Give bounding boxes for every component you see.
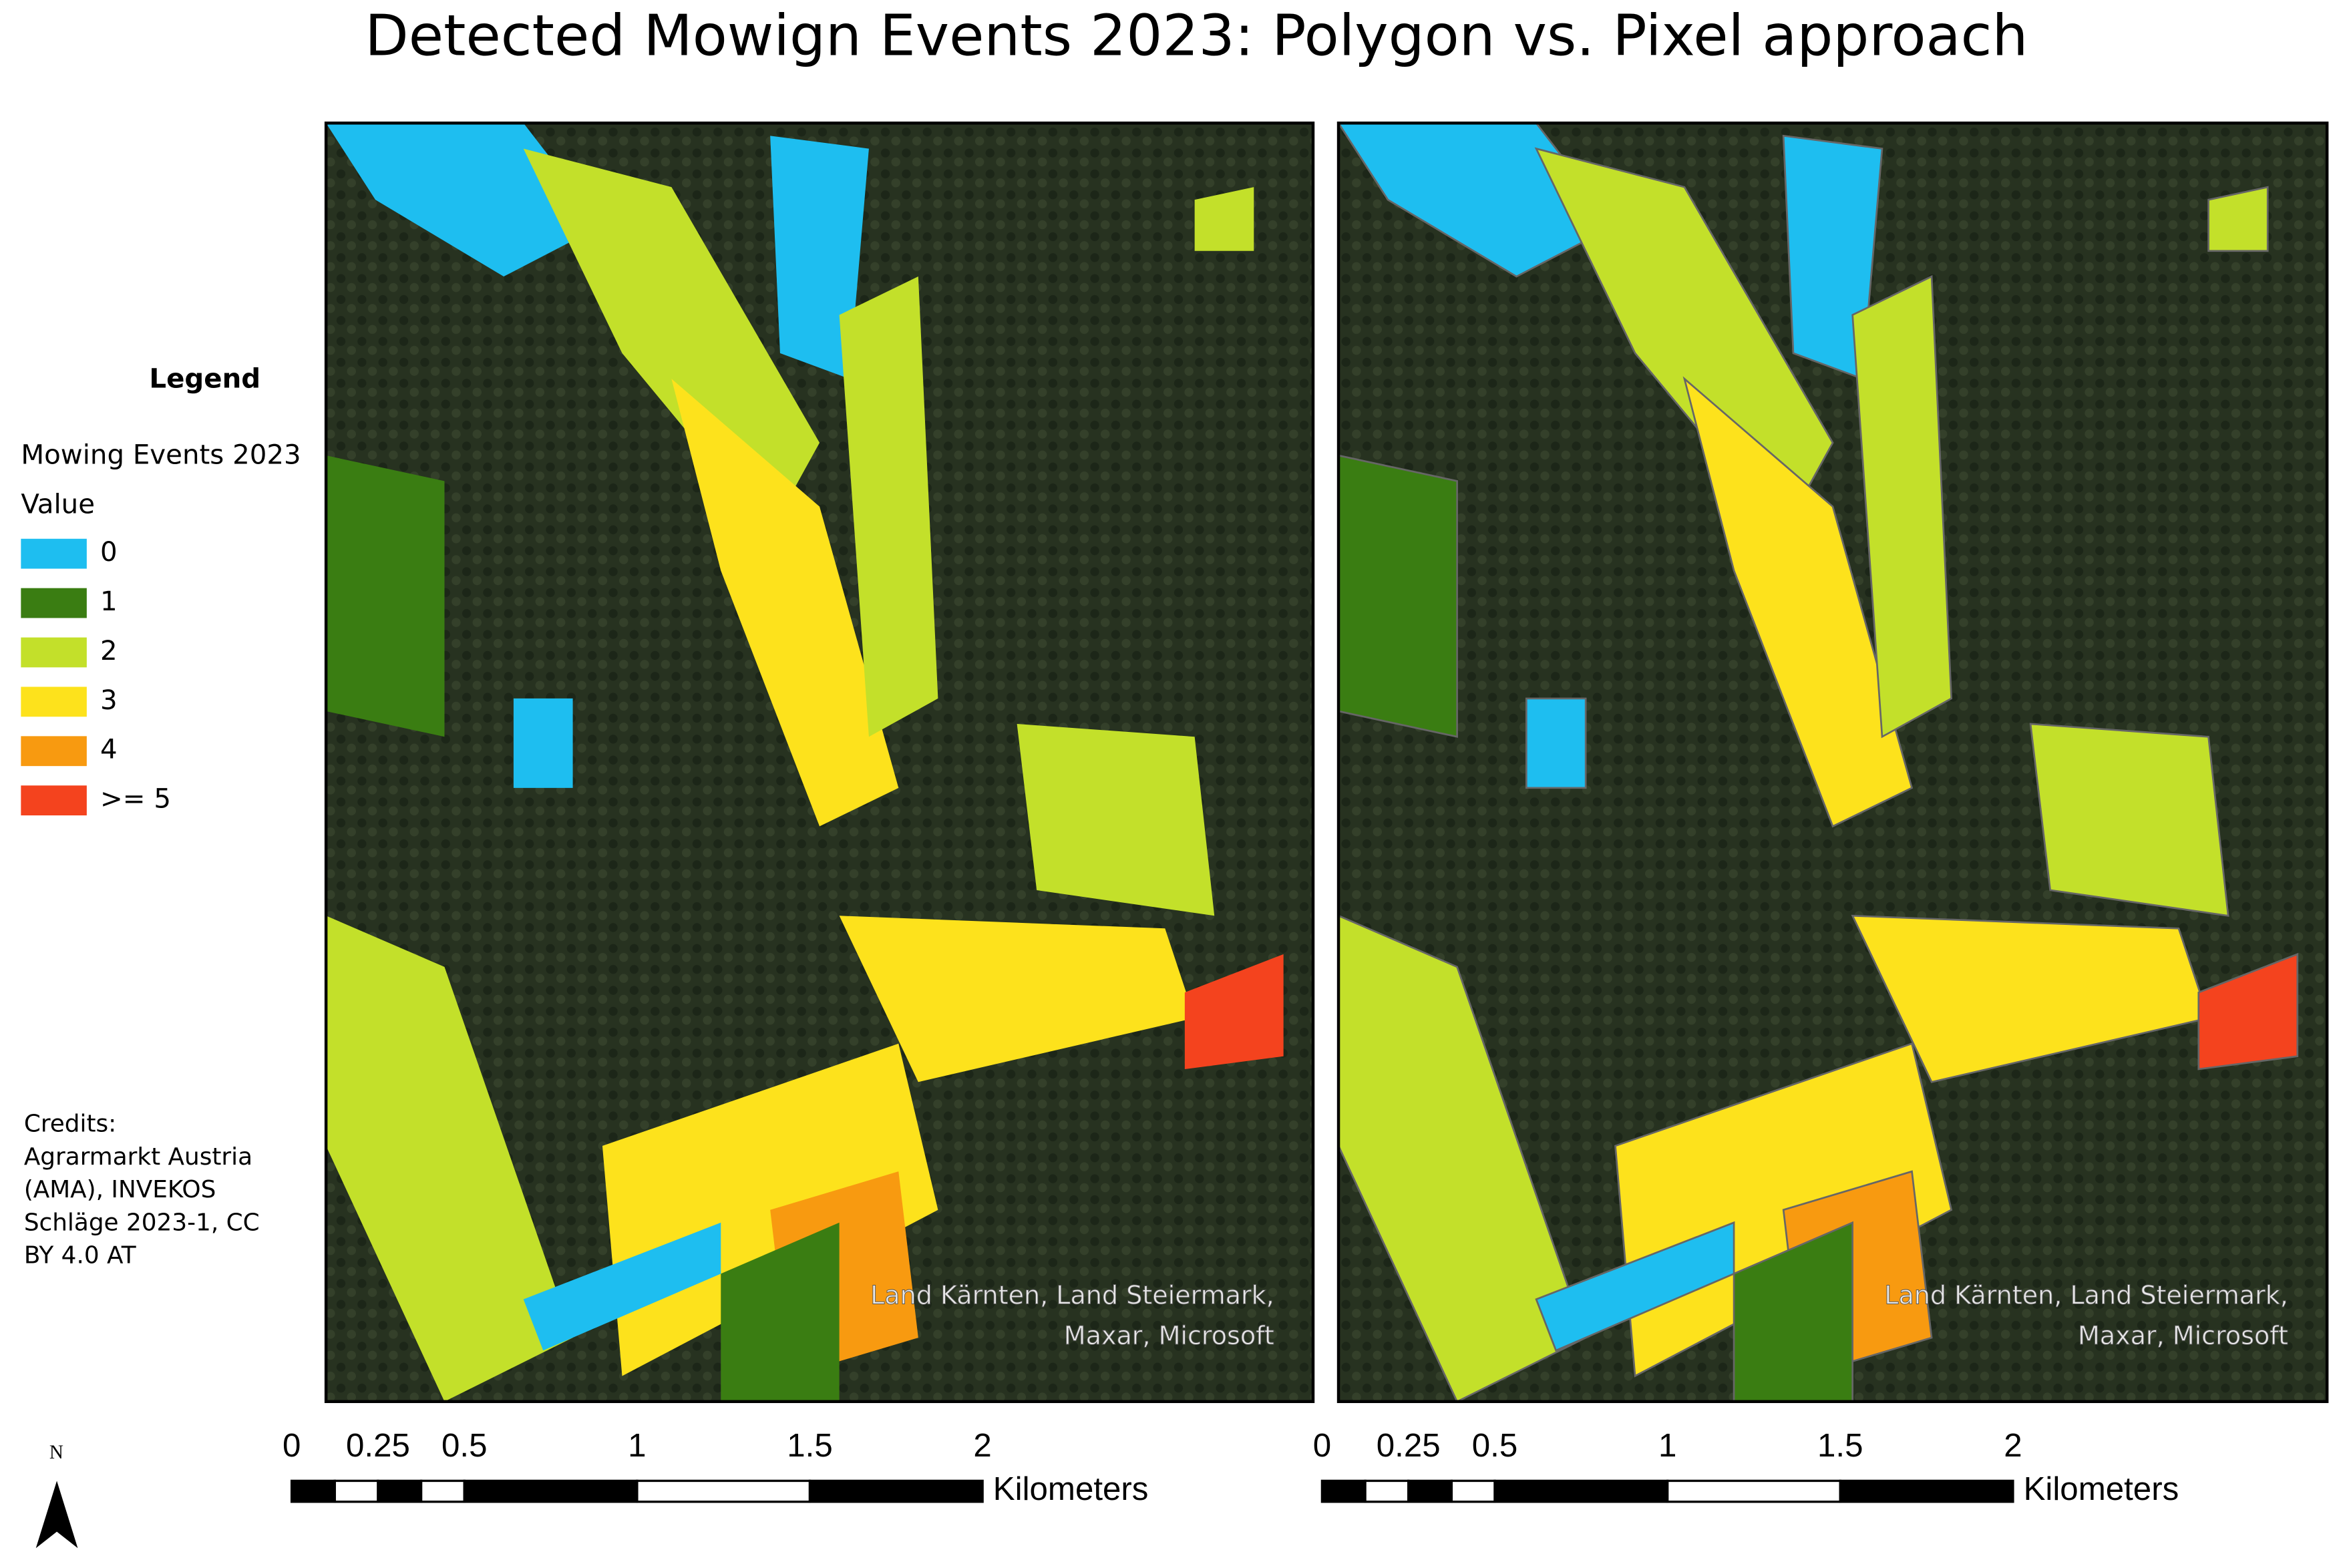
field bbox=[1017, 723, 1215, 916]
scale-unit: Kilometers bbox=[993, 1471, 1149, 1507]
attribution: Land Kärnten, Land Steiermark, bbox=[870, 1281, 1274, 1310]
field bbox=[1525, 697, 1587, 789]
scale-segment bbox=[1666, 1479, 1841, 1503]
scale-label: 2 bbox=[973, 1427, 991, 1464]
field bbox=[326, 916, 573, 1402]
scale-label: 1.5 bbox=[787, 1427, 832, 1464]
scale-label: 1 bbox=[1658, 1427, 1676, 1464]
scale-segment bbox=[808, 1479, 984, 1503]
legend-layer: Mowing Events 2023 bbox=[21, 439, 301, 471]
scale-label: 0.5 bbox=[1472, 1427, 1517, 1464]
legend-field: Value bbox=[21, 489, 95, 520]
scale-label: 0.5 bbox=[441, 1427, 487, 1464]
legend-swatch bbox=[21, 687, 87, 717]
field bbox=[1682, 376, 1914, 828]
scale-segment bbox=[1407, 1479, 1453, 1503]
field bbox=[839, 916, 1195, 1083]
scale-segment bbox=[1493, 1479, 1669, 1503]
field bbox=[1194, 187, 1254, 251]
north-label: N bbox=[49, 1442, 63, 1463]
field bbox=[1337, 454, 1458, 738]
credits-line: (AMA), INVEKOS bbox=[24, 1176, 216, 1203]
scale-segment bbox=[419, 1479, 466, 1503]
legend-label: 2 bbox=[100, 635, 118, 666]
map-frame bbox=[324, 122, 1315, 1404]
legend-swatch bbox=[21, 637, 87, 668]
field bbox=[671, 379, 899, 827]
field bbox=[721, 1222, 840, 1402]
scale-label: 0 bbox=[1313, 1427, 1331, 1464]
legend-swatch bbox=[21, 538, 87, 569]
attribution: Maxar, Microsoft bbox=[2078, 1321, 2288, 1350]
scale-label: 0.25 bbox=[346, 1427, 410, 1464]
scale-segment bbox=[1839, 1479, 2014, 1503]
scale-segment bbox=[1320, 1479, 1367, 1503]
field bbox=[2029, 723, 2229, 917]
field bbox=[2197, 952, 2299, 1070]
scale-label: 0.25 bbox=[1377, 1427, 1441, 1464]
field bbox=[1851, 274, 1953, 739]
field bbox=[513, 698, 573, 788]
legend-swatch bbox=[21, 736, 87, 767]
legend-label: 0 bbox=[100, 536, 118, 568]
field bbox=[2207, 186, 2269, 252]
attribution: Maxar, Microsoft bbox=[1064, 1321, 1274, 1350]
scale-label: 2 bbox=[2004, 1427, 2022, 1464]
field bbox=[1184, 954, 1284, 1070]
scale-segment bbox=[463, 1479, 639, 1503]
scale-segment bbox=[290, 1479, 336, 1503]
attribution: Land Kärnten, Land Steiermark, bbox=[1884, 1281, 2288, 1310]
scale-segment bbox=[1450, 1479, 1496, 1503]
field bbox=[1535, 1221, 1735, 1352]
scale-segment bbox=[333, 1479, 379, 1503]
title: Detected Mowign Events 2023: Polygon vs.… bbox=[365, 3, 2028, 69]
scale-segment bbox=[377, 1479, 423, 1503]
field bbox=[523, 148, 820, 532]
scale-label: 1.5 bbox=[1817, 1427, 1863, 1464]
scale-segment bbox=[636, 1479, 811, 1503]
map-frame bbox=[1336, 122, 2329, 1404]
north-arrow bbox=[35, 1481, 78, 1549]
legend-heading: Legend bbox=[149, 363, 260, 394]
credits-line: Credits: bbox=[24, 1111, 116, 1138]
scale-unit: Kilometers bbox=[2024, 1471, 2179, 1507]
legend-label: 4 bbox=[100, 734, 118, 765]
credits-line: Agrarmarkt Austria bbox=[24, 1143, 252, 1171]
field bbox=[602, 1043, 938, 1376]
credits-line: Schläge 2023-1, CC bbox=[24, 1209, 260, 1236]
legend-label: 3 bbox=[100, 684, 118, 716]
scale-segment bbox=[1364, 1479, 1410, 1503]
credits-line: BY 4.0 AT bbox=[24, 1242, 136, 1269]
legend-swatch bbox=[21, 588, 87, 618]
field bbox=[326, 455, 445, 737]
scale-label: 0 bbox=[283, 1427, 301, 1464]
legend-label: 1 bbox=[100, 586, 118, 617]
field bbox=[523, 1222, 721, 1351]
legend-swatch bbox=[21, 785, 87, 816]
field bbox=[839, 276, 938, 737]
legend-label: >= 5 bbox=[100, 783, 171, 815]
scale-label: 1 bbox=[628, 1427, 646, 1464]
